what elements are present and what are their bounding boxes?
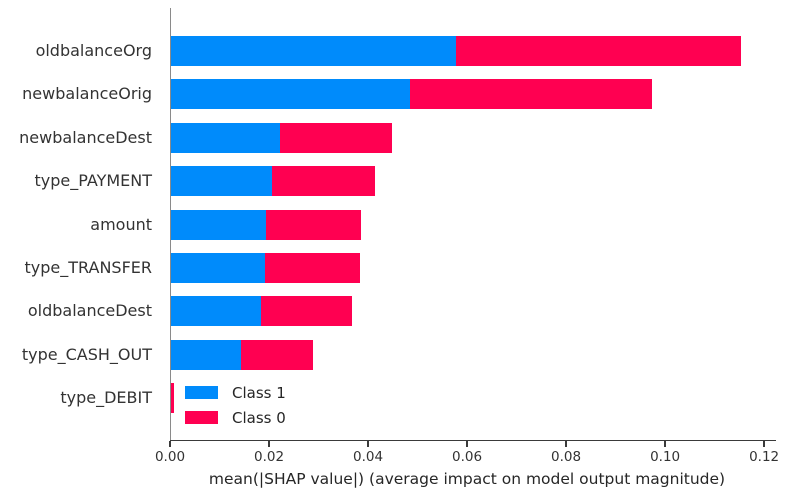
bar-segment-class-0 — [456, 36, 742, 66]
bar-segment-class-0 — [261, 296, 353, 327]
bar-segment-class-1 — [171, 296, 262, 327]
bar-segment-class-0 — [266, 209, 362, 240]
x-tick-label: 0.02 — [253, 449, 285, 465]
bar-segment-class-0 — [410, 79, 652, 110]
y-tick-label: type_TRANSFER — [24, 257, 152, 277]
bar-segment-class-0 — [280, 122, 393, 153]
bar-row — [171, 296, 353, 327]
bar-segment-class-1 — [171, 209, 267, 240]
y-tick-label: type_DEBIT — [60, 388, 152, 407]
bar-row — [171, 209, 362, 240]
y-tick-label: newbalanceOrig — [22, 84, 152, 104]
bar-segment-class-1 — [171, 122, 281, 153]
bar-row — [171, 122, 393, 153]
x-tick-mark — [763, 441, 765, 447]
legend-item-label: Class 1 — [232, 383, 286, 402]
x-tick-mark — [367, 441, 369, 447]
bar-segment-class-0 — [265, 252, 361, 283]
y-tick-label: newbalanceDest — [19, 127, 152, 147]
legend-item-class-1: Class 1 — [185, 380, 286, 405]
y-tick-label: type_CASH_OUT — [21, 344, 152, 364]
bar-row — [171, 383, 174, 413]
plot-area — [170, 8, 776, 440]
bar-segment-class-1 — [171, 79, 411, 110]
x-tick-label: 0.04 — [353, 449, 384, 465]
bar-row — [171, 339, 314, 370]
x-axis-title: mean(|SHAP value|) (average impact on mo… — [208, 470, 726, 488]
x-axis-ticks: 0.00 0.02 0.04 0.06 0.08 0.10 0.12 — [155, 441, 779, 471]
x-tick-label: 0.00 — [154, 449, 186, 465]
legend-swatch-icon — [185, 411, 218, 424]
y-axis-labels: oldbalanceOrg newbalanceOrig newbalanceDes… — [0, 8, 162, 440]
bar-segment-class-0 — [171, 383, 174, 413]
bar-row — [171, 252, 361, 283]
bar-segment-class-1 — [171, 252, 266, 283]
x-tick-label: 0.12 — [749, 449, 780, 465]
y-tick-label: oldbalanceOrg — [35, 41, 152, 60]
legend: Class 1 Class 0 — [185, 380, 286, 430]
legend-item-label: Class 0 — [232, 408, 286, 427]
x-tick-label: 0.08 — [551, 449, 582, 465]
x-tick-mark — [664, 441, 666, 447]
x-tick-mark — [565, 441, 567, 447]
bar-segment-class-1 — [171, 166, 273, 197]
x-tick-label: 0.06 — [452, 449, 483, 465]
y-tick-label: amount — [90, 214, 152, 234]
bar-row — [171, 36, 742, 66]
legend-item-class-0: Class 0 — [185, 405, 286, 430]
bar-segment-class-1 — [171, 36, 457, 66]
bar-row — [171, 166, 376, 197]
bar-segment-class-0 — [240, 339, 314, 370]
y-tick-label: type_PAYMENT — [34, 171, 153, 191]
x-tick-mark — [268, 441, 270, 447]
x-tick-label: 0.10 — [650, 449, 681, 465]
y-tick-label: oldbalanceDest — [27, 301, 152, 321]
x-tick-mark — [169, 441, 171, 447]
bar-segment-class-1 — [171, 339, 241, 370]
x-axis-line — [170, 440, 776, 441]
legend-swatch-icon — [185, 386, 218, 399]
bar-row — [171, 79, 652, 110]
x-tick-mark — [466, 441, 468, 447]
bar-segment-class-0 — [272, 166, 376, 197]
